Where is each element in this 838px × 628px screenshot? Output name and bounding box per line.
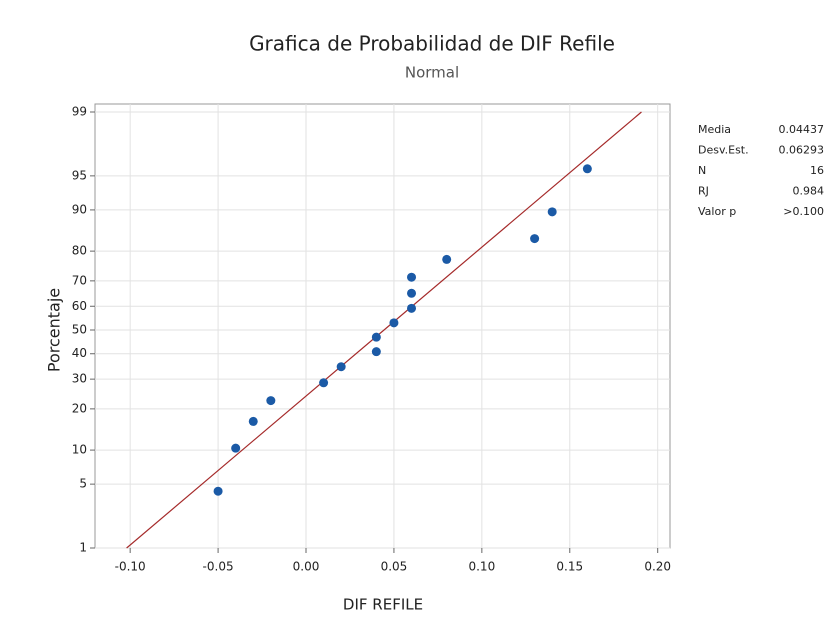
data-point	[389, 318, 399, 328]
data-point	[336, 362, 346, 372]
stat-label: Desv.Est.	[698, 144, 749, 157]
chart-subtitle: Normal	[405, 64, 459, 82]
stat-value: >0.100	[783, 205, 824, 218]
chart-title: Grafica de Probabilidad de DIF Refile	[249, 32, 615, 56]
stat-value: 0.06293	[779, 144, 825, 157]
stat-value: 16	[810, 164, 824, 177]
y-tick-label: 70	[72, 273, 87, 287]
stat-value: 0.984	[793, 185, 825, 198]
stat-label: Media	[698, 123, 731, 136]
y-tick-label: 10	[72, 443, 87, 457]
y-tick-label: 60	[72, 299, 87, 313]
x-tick-label: 0.15	[556, 560, 583, 574]
y-tick-label: 5	[79, 477, 87, 491]
y-tick-label: 95	[72, 168, 87, 182]
x-tick-label: -0.10	[115, 560, 146, 574]
data-point	[319, 378, 329, 388]
data-point	[213, 486, 223, 496]
y-tick-label: 1	[79, 541, 87, 555]
data-point	[442, 254, 452, 264]
stat-label: Valor p	[698, 205, 736, 218]
x-axis-label: DIF REFILE	[343, 596, 423, 614]
data-point	[371, 332, 381, 342]
data-point	[530, 234, 540, 244]
y-axis-label: Porcentaje	[45, 288, 64, 372]
y-tick-label: 99	[72, 105, 87, 119]
data-point	[407, 303, 417, 313]
stat-label: RJ	[698, 185, 709, 198]
y-tick-label: 80	[72, 244, 87, 258]
fit-line	[126, 111, 642, 549]
x-tick-label: -0.05	[203, 560, 234, 574]
data-point	[248, 416, 258, 426]
y-tick-label: 40	[72, 346, 87, 360]
x-tick-label: 0.00	[293, 560, 320, 574]
data-point	[231, 443, 241, 453]
data-point	[582, 164, 592, 174]
y-tick-label: 90	[72, 202, 87, 216]
stat-value: 0.04437	[779, 123, 825, 136]
data-point	[371, 347, 381, 357]
y-tick-label: 50	[72, 323, 87, 337]
x-tick-label: 0.10	[468, 560, 495, 574]
stat-label: N	[698, 164, 706, 177]
y-tick-label: 30	[72, 372, 87, 386]
data-point	[407, 272, 417, 282]
x-tick-label: 0.05	[381, 560, 408, 574]
data-point	[407, 288, 417, 298]
x-tick-label: 0.20	[644, 560, 671, 574]
y-tick-label: 20	[72, 401, 87, 415]
data-point	[547, 207, 557, 217]
data-point	[266, 396, 276, 406]
